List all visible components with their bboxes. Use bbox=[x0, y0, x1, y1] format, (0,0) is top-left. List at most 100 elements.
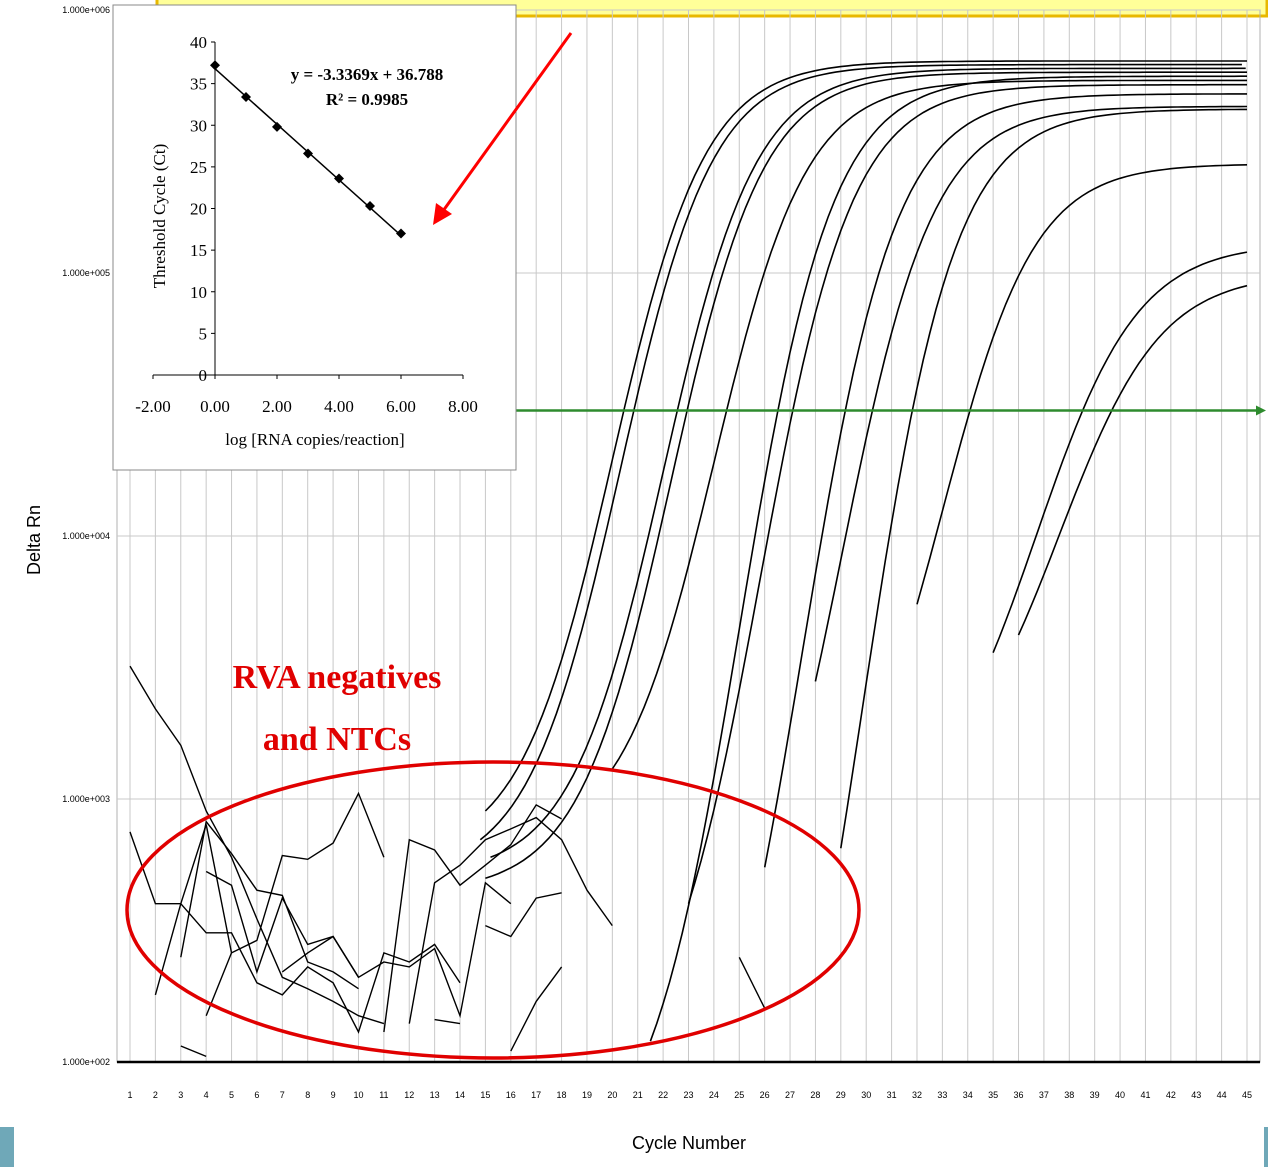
x-tick-label-21: 21 bbox=[633, 1090, 643, 1100]
y-tick-label-3: 1.000e+005 bbox=[62, 268, 110, 278]
amplification-curves bbox=[479, 60, 1248, 1042]
inset-x-tick-3: 4.00 bbox=[324, 397, 354, 416]
inset-y-tick-1: 5 bbox=[199, 324, 208, 343]
annotation-line-1: RVA negatives bbox=[233, 659, 442, 696]
inset-point-6 bbox=[396, 228, 406, 239]
x-axis-title: Cycle Number bbox=[632, 1133, 746, 1153]
inset-y-tick-0: 0 bbox=[199, 366, 208, 385]
amplification-curve-4 bbox=[611, 79, 1247, 770]
noise-trace-13 bbox=[738, 956, 766, 1009]
x-tick-label-20: 20 bbox=[607, 1090, 617, 1100]
x-tick-label-13: 13 bbox=[430, 1090, 440, 1100]
x-tick-label-40: 40 bbox=[1115, 1090, 1125, 1100]
x-tick-label-1: 1 bbox=[127, 1090, 132, 1100]
y-tick-label-2: 1.000e+004 bbox=[62, 531, 110, 541]
x-tick-label-24: 24 bbox=[709, 1090, 719, 1100]
noise-trace-7 bbox=[281, 935, 360, 978]
x-tick-label-23: 23 bbox=[683, 1090, 693, 1100]
inset-y-tick-5: 25 bbox=[190, 158, 207, 177]
amplification-curve-7 bbox=[840, 108, 1247, 849]
x-tick-label-6: 6 bbox=[254, 1090, 259, 1100]
amplification-curve-8 bbox=[814, 105, 1248, 682]
red-arrow-head bbox=[433, 203, 452, 225]
inset-x-tick-2: 2.00 bbox=[262, 397, 292, 416]
noise-trace-2 bbox=[154, 791, 385, 996]
inset-point-5 bbox=[365, 201, 375, 212]
amplification-curve-10 bbox=[992, 251, 1248, 654]
x-tick-label-25: 25 bbox=[734, 1090, 744, 1100]
x-tick-label-17: 17 bbox=[531, 1090, 541, 1100]
amplification-curve-2 bbox=[490, 67, 1246, 859]
inset-y-tick-3: 15 bbox=[190, 241, 207, 260]
x-tick-label-41: 41 bbox=[1140, 1090, 1150, 1100]
negatives-ellipse bbox=[125, 760, 861, 1060]
amplification-curve-9 bbox=[916, 164, 1248, 605]
inset-point-3 bbox=[303, 148, 313, 159]
inset-x-tick-labels: -2.00 0.00 2.00 4.00 6.00 8.00 bbox=[135, 397, 478, 416]
x-tick-label-31: 31 bbox=[887, 1090, 897, 1100]
x-tick-label-35: 35 bbox=[988, 1090, 998, 1100]
inset-y-tick-2: 10 bbox=[190, 283, 207, 302]
x-tick-label-30: 30 bbox=[861, 1090, 871, 1100]
x-tick-label-37: 37 bbox=[1039, 1090, 1049, 1100]
inset-axes bbox=[152, 41, 464, 379]
amplification-curve-11 bbox=[1017, 284, 1248, 636]
inset-point-0 bbox=[210, 60, 220, 71]
x-tick-label-14: 14 bbox=[455, 1090, 465, 1100]
x-tick-label-26: 26 bbox=[760, 1090, 770, 1100]
inset-point-4 bbox=[334, 173, 344, 184]
x-tick-label-39: 39 bbox=[1090, 1090, 1100, 1100]
amplification-curve-12 bbox=[649, 75, 1247, 1042]
x-tick-label-15: 15 bbox=[480, 1090, 490, 1100]
inset-x-axis-title: log [RNA copies/reaction] bbox=[225, 430, 404, 449]
noise-trace-8 bbox=[383, 803, 562, 1033]
amplification-curve-5 bbox=[687, 83, 1247, 904]
amplification-curve-3 bbox=[485, 71, 1247, 879]
noise-trace-12 bbox=[510, 966, 563, 1052]
inset-y-tick-4: 20 bbox=[190, 200, 207, 219]
y-tick-label-1: 1.000e+003 bbox=[62, 794, 110, 804]
noise-trace-10 bbox=[434, 1018, 461, 1025]
inset-point-1 bbox=[241, 91, 251, 102]
x-tick-label-7: 7 bbox=[280, 1090, 285, 1100]
x-tick-label-33: 33 bbox=[937, 1090, 947, 1100]
x-tick-label-34: 34 bbox=[963, 1090, 973, 1100]
x-tick-label-2: 2 bbox=[153, 1090, 158, 1100]
x-tick-label-3: 3 bbox=[178, 1090, 183, 1100]
x-tick-label-4: 4 bbox=[204, 1090, 209, 1100]
x-tick-label-43: 43 bbox=[1191, 1090, 1201, 1100]
noise-trace-1 bbox=[129, 831, 461, 1034]
noise-trace-11 bbox=[485, 892, 562, 938]
threshold-arrowhead bbox=[1256, 405, 1266, 416]
y-axis-title: Delta Rn bbox=[24, 505, 44, 575]
inset-y-tick-7: 35 bbox=[190, 75, 207, 94]
x-tick-label-45: 45 bbox=[1242, 1090, 1252, 1100]
x-tick-label-27: 27 bbox=[785, 1090, 795, 1100]
right-side-bar bbox=[1264, 1127, 1268, 1167]
x-tick-labels: 1 2 3 4 5 6 7 8 9 10 11 12 13 14 15 16 17 18 19 20 21 22 23 24 2… bbox=[127, 1090, 1252, 1100]
amplification-curve-0 bbox=[484, 60, 1247, 812]
x-tick-label-10: 10 bbox=[353, 1090, 363, 1100]
annotation-line-2: and NTCs bbox=[263, 721, 411, 758]
inset-y-tick-6: 30 bbox=[190, 116, 207, 135]
red-arrow-shaft bbox=[441, 32, 573, 212]
amplification-curve-1 bbox=[479, 63, 1242, 841]
left-side-bar bbox=[0, 1127, 14, 1167]
inset-point-2 bbox=[272, 121, 282, 132]
noise-trace-9 bbox=[408, 816, 613, 1024]
x-tick-label-8: 8 bbox=[305, 1090, 310, 1100]
y-tick-labels: 1.000e+002 1.000e+003 1.000e+004 1.000e+005… bbox=[62, 5, 110, 1067]
inset-x-tick-4: 6.00 bbox=[386, 397, 416, 416]
x-tick-label-32: 32 bbox=[912, 1090, 922, 1100]
noise-trace-3 bbox=[180, 820, 359, 990]
y-tick-label-4: 1.000e+006 bbox=[62, 5, 110, 15]
x-tick-label-42: 42 bbox=[1166, 1090, 1176, 1100]
noise-trace-4 bbox=[180, 1045, 207, 1058]
inset-x-tick-1: 0.00 bbox=[200, 397, 230, 416]
inset-y-tick-8: 40 bbox=[190, 33, 207, 52]
x-tick-label-12: 12 bbox=[404, 1090, 414, 1100]
x-tick-label-28: 28 bbox=[810, 1090, 820, 1100]
inset-data-points bbox=[210, 60, 406, 239]
